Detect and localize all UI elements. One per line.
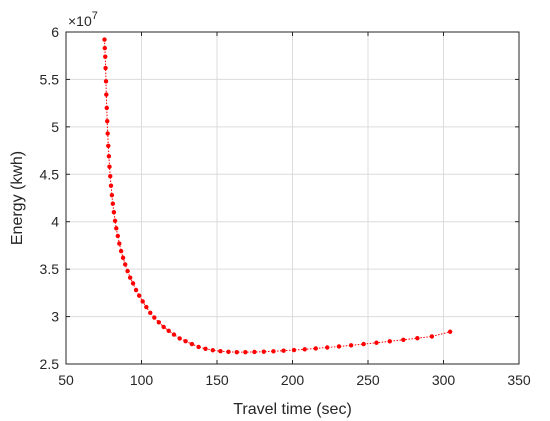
data-point (177, 336, 182, 341)
data-point (302, 347, 307, 352)
data-point (127, 275, 133, 280)
data-point (120, 255, 126, 260)
data-point (374, 340, 379, 345)
series-line (104, 39, 451, 353)
data-point (114, 226, 119, 231)
data-point (125, 268, 130, 274)
data-point (148, 310, 153, 315)
grid (65, 31, 520, 365)
data-point (140, 299, 145, 304)
data-point (152, 315, 157, 320)
y-tick-label: 6 (51, 24, 59, 40)
data-point (103, 79, 109, 84)
data-point (102, 45, 108, 51)
y-multiplier-exponent: 7 (92, 10, 98, 22)
data-point (387, 339, 392, 344)
data-point (252, 349, 257, 355)
data-point (171, 332, 177, 337)
data-point (281, 348, 286, 353)
data-point (105, 131, 110, 136)
data-point (104, 105, 109, 111)
data-point (401, 337, 406, 343)
data-point (261, 349, 267, 354)
data-point (102, 37, 107, 42)
data-point (110, 201, 116, 206)
data-point (361, 341, 366, 347)
x-axis-label: Travel time (sec) (233, 401, 352, 418)
data-point (117, 241, 122, 246)
x-tick-label: 100 (130, 372, 154, 388)
data-point (161, 324, 166, 330)
data-point (156, 320, 162, 325)
x-tick-label: 350 (507, 372, 531, 388)
data-point (203, 346, 208, 352)
y-tick-label: 5.5 (40, 71, 60, 87)
data-point (103, 54, 108, 59)
data-series (102, 37, 453, 355)
data-point (325, 345, 330, 350)
data-point (313, 346, 318, 351)
data-point (336, 344, 342, 349)
data-point (196, 344, 201, 350)
data-point (108, 183, 114, 188)
data-point (218, 348, 223, 354)
x-tick-label: 300 (432, 372, 456, 388)
x-tick-label: 200 (281, 372, 305, 388)
data-point (226, 349, 231, 355)
data-point (415, 335, 420, 341)
data-point (137, 293, 142, 298)
data-point (271, 349, 276, 354)
data-point (106, 143, 111, 149)
data-point (105, 118, 110, 124)
data-point (447, 329, 453, 334)
data-point (166, 328, 171, 333)
data-point (111, 210, 117, 215)
axis-ticks: 50 100 150 200 250 300 350 2.5 3 3.5 4 4.5 5 5.5 6 (40, 24, 531, 388)
y-tick-label: 3.5 (40, 261, 60, 277)
y-axis-multiplier: ×107 (68, 10, 98, 29)
data-point (107, 164, 112, 169)
data-point (291, 347, 297, 353)
data-point (183, 339, 188, 344)
y-tick-label: 3 (51, 309, 59, 325)
data-point (133, 287, 139, 293)
data-point (144, 304, 149, 310)
data-point (109, 192, 115, 198)
data-point (130, 281, 136, 286)
data-point (243, 349, 248, 355)
data-point (104, 92, 109, 97)
data-point (112, 218, 118, 223)
y-tick-label: 4.5 (40, 166, 60, 182)
data-point (210, 348, 215, 353)
data-point (429, 334, 435, 339)
x-tick-label: 250 (356, 372, 380, 388)
y-tick-label: 2.5 (40, 356, 60, 372)
y-tick-label: 4 (51, 214, 59, 230)
data-point (189, 341, 195, 347)
data-point (122, 262, 128, 267)
x-tick-label: 50 (58, 372, 74, 388)
y-tick-label: 5 (51, 119, 59, 135)
data-point (115, 233, 120, 239)
data-point (108, 173, 113, 179)
data-point (234, 349, 239, 355)
data-point (348, 343, 354, 348)
y-multiplier-base: ×10 (68, 13, 92, 29)
x-tick-label: 150 (205, 372, 229, 388)
data-point (103, 65, 108, 71)
data-point (118, 248, 124, 254)
y-axis-label: Energy (kwh) (9, 151, 26, 245)
data-point (106, 154, 112, 159)
